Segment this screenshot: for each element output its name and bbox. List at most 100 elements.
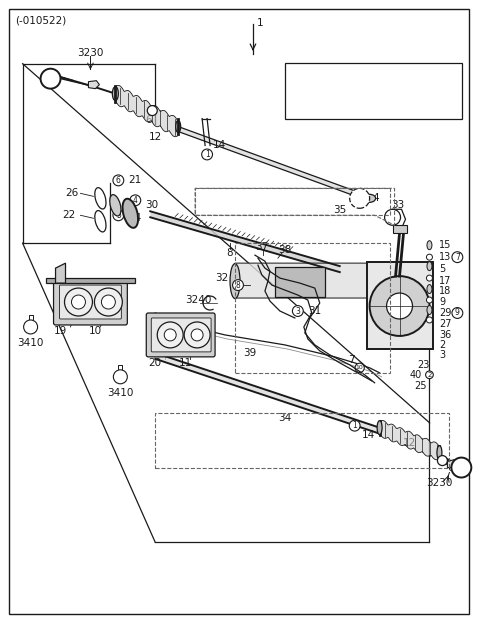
Circle shape [41,69,60,88]
Text: 34: 34 [278,412,291,422]
Text: 8: 8 [236,280,240,290]
Text: 3: 3 [439,350,445,360]
Text: NOTE: NOTE [293,70,319,80]
Text: 37: 37 [255,242,268,252]
Text: 8: 8 [227,248,233,258]
Circle shape [350,188,370,208]
Bar [285,63,462,118]
Text: 32: 32 [215,273,228,283]
Text: 1: 1 [205,150,209,159]
Text: 4: 4 [372,193,379,203]
Circle shape [157,322,183,348]
Polygon shape [56,263,65,283]
Ellipse shape [176,121,180,133]
Text: 19: 19 [54,326,67,336]
Text: 3230: 3230 [77,48,104,58]
Text: 6: 6 [447,462,454,473]
Text: 40: 40 [409,370,422,380]
Bar [275,267,325,297]
Text: 22: 22 [62,211,76,221]
Text: 7: 7 [455,253,460,262]
Text: 18: 18 [439,286,452,296]
Text: 3: 3 [295,307,300,315]
Circle shape [164,329,176,341]
Text: 36: 36 [439,330,452,340]
Ellipse shape [437,445,442,460]
Ellipse shape [95,188,106,209]
Text: 26: 26 [65,188,79,198]
Circle shape [384,209,400,226]
Circle shape [191,329,203,341]
Text: 31: 31 [308,306,321,316]
Text: 25: 25 [415,381,427,391]
FancyBboxPatch shape [54,279,127,325]
Text: THE NO. 16 : ①~②: THE NO. 16 : ①~② [291,87,379,96]
Ellipse shape [122,199,138,228]
Polygon shape [155,353,380,434]
Text: 5: 5 [439,264,445,274]
Circle shape [101,295,115,309]
Text: 12: 12 [149,131,162,141]
Circle shape [184,322,210,348]
Ellipse shape [377,421,382,435]
Text: 4: 4 [133,196,138,205]
Ellipse shape [427,305,432,315]
FancyBboxPatch shape [151,318,211,352]
Text: 10: 10 [89,326,102,336]
Text: 38: 38 [278,245,291,255]
Text: 23: 23 [418,360,430,370]
Text: THE NO. 28 : ③~⑩0: THE NO. 28 : ③~⑩0 [291,102,385,111]
Text: 7: 7 [348,355,354,365]
Text: 20: 20 [149,358,162,368]
Circle shape [437,455,447,465]
Ellipse shape [427,285,432,293]
Text: 10: 10 [356,365,363,370]
Text: 17: 17 [439,276,452,286]
Polygon shape [88,80,99,88]
Circle shape [95,288,122,316]
FancyBboxPatch shape [367,262,433,349]
Text: 14: 14 [361,430,375,440]
Circle shape [113,370,127,384]
Text: 5: 5 [116,211,121,220]
Circle shape [370,276,430,336]
Ellipse shape [427,240,432,250]
Ellipse shape [230,264,240,298]
Text: 35: 35 [333,206,347,216]
Text: 1: 1 [352,421,357,430]
Text: 3410: 3410 [17,338,44,348]
Text: 33: 33 [391,201,404,211]
Text: 6: 6 [116,176,121,185]
Polygon shape [150,211,340,272]
Ellipse shape [112,87,119,100]
Text: 9: 9 [455,308,460,318]
Text: 2: 2 [427,372,432,378]
Text: 6: 6 [145,115,152,125]
Text: 11: 11 [179,358,192,368]
Ellipse shape [370,264,380,298]
Ellipse shape [426,297,432,303]
Circle shape [147,105,157,116]
Text: 29: 29 [439,308,452,318]
Circle shape [451,457,471,477]
Polygon shape [46,278,135,283]
Text: 24: 24 [128,213,142,223]
Polygon shape [393,226,407,233]
Ellipse shape [110,194,121,216]
Text: (-010522): (-010522) [15,16,66,26]
Text: 3230: 3230 [426,477,453,488]
Text: 2: 2 [439,340,445,350]
Circle shape [64,288,93,316]
Text: 21: 21 [128,176,142,186]
Ellipse shape [426,254,432,260]
Polygon shape [178,126,370,201]
Text: 3240: 3240 [185,295,212,305]
Text: 14: 14 [213,140,227,151]
Text: 13: 13 [439,252,452,262]
Text: 39: 39 [243,348,257,358]
FancyBboxPatch shape [60,285,121,319]
Text: 27: 27 [439,319,452,329]
Text: 3410: 3410 [107,388,133,397]
Text: 1: 1 [257,18,264,28]
Polygon shape [235,263,390,298]
